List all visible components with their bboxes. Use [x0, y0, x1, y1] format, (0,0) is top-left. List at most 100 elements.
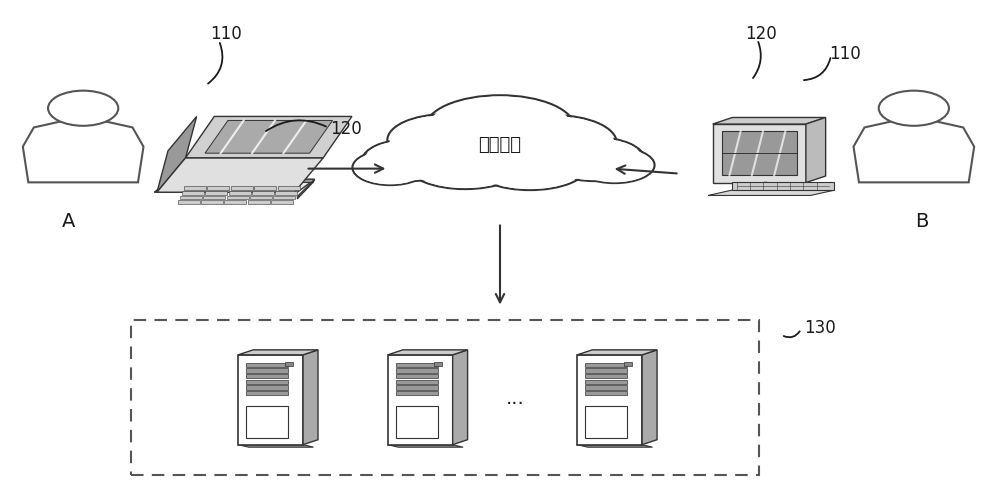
Polygon shape: [577, 350, 657, 355]
Text: A: A: [62, 211, 75, 230]
Bar: [205, 191, 227, 195]
Polygon shape: [577, 445, 653, 447]
Circle shape: [879, 92, 949, 127]
Bar: [246, 369, 288, 373]
Bar: [250, 196, 272, 200]
Bar: [396, 369, 438, 373]
Bar: [434, 362, 442, 366]
Ellipse shape: [390, 116, 501, 166]
Ellipse shape: [428, 97, 572, 159]
Bar: [246, 363, 288, 367]
Polygon shape: [157, 158, 323, 193]
Text: ...: ...: [506, 388, 524, 407]
Polygon shape: [388, 350, 468, 355]
Polygon shape: [732, 182, 834, 191]
Polygon shape: [170, 180, 315, 183]
Polygon shape: [722, 132, 797, 176]
Bar: [246, 374, 288, 379]
Bar: [180, 196, 202, 200]
Bar: [396, 391, 438, 395]
Circle shape: [48, 92, 118, 127]
Text: 130: 130: [804, 319, 836, 337]
Bar: [246, 391, 288, 395]
Bar: [396, 363, 438, 367]
Polygon shape: [303, 350, 318, 445]
Polygon shape: [154, 180, 315, 193]
Polygon shape: [642, 350, 657, 445]
Bar: [231, 187, 253, 191]
Bar: [396, 374, 438, 379]
Polygon shape: [157, 117, 197, 193]
Ellipse shape: [410, 143, 521, 189]
Bar: [396, 386, 438, 390]
Ellipse shape: [425, 96, 575, 161]
Polygon shape: [297, 180, 315, 199]
Polygon shape: [388, 355, 453, 445]
Polygon shape: [708, 191, 834, 196]
Polygon shape: [238, 445, 314, 447]
Bar: [254, 187, 276, 191]
Bar: [201, 201, 223, 205]
Text: 110: 110: [829, 45, 861, 63]
Bar: [178, 201, 200, 205]
Text: 120: 120: [330, 119, 362, 137]
Bar: [229, 191, 251, 195]
Polygon shape: [577, 355, 642, 445]
Ellipse shape: [547, 139, 643, 181]
Bar: [585, 406, 627, 438]
Bar: [227, 196, 249, 200]
Text: 110: 110: [210, 25, 242, 43]
Polygon shape: [186, 117, 352, 158]
Bar: [396, 406, 438, 438]
Ellipse shape: [407, 142, 523, 190]
Bar: [271, 201, 293, 205]
Text: 通信网络: 通信网络: [479, 136, 522, 154]
Ellipse shape: [354, 151, 427, 185]
Bar: [275, 191, 297, 195]
Bar: [252, 191, 274, 195]
Polygon shape: [388, 445, 463, 447]
FancyBboxPatch shape: [131, 320, 759, 475]
Ellipse shape: [735, 188, 796, 193]
Ellipse shape: [472, 143, 588, 191]
Polygon shape: [854, 117, 974, 183]
Ellipse shape: [493, 116, 617, 171]
Bar: [585, 386, 627, 390]
Text: 120: 120: [745, 25, 777, 43]
Ellipse shape: [364, 141, 456, 181]
Bar: [182, 191, 204, 195]
Ellipse shape: [474, 144, 585, 190]
Polygon shape: [205, 121, 333, 154]
Bar: [396, 380, 438, 384]
Bar: [207, 187, 229, 191]
Ellipse shape: [576, 149, 653, 183]
Bar: [246, 386, 288, 390]
Bar: [248, 201, 270, 205]
Bar: [585, 363, 627, 367]
Bar: [246, 406, 288, 438]
Polygon shape: [23, 117, 143, 183]
Bar: [585, 380, 627, 384]
Polygon shape: [713, 118, 826, 125]
Bar: [278, 187, 300, 191]
Bar: [246, 380, 288, 384]
Ellipse shape: [387, 115, 503, 167]
Ellipse shape: [352, 151, 428, 186]
Bar: [285, 362, 293, 366]
Ellipse shape: [545, 138, 645, 182]
Text: B: B: [915, 211, 929, 230]
Ellipse shape: [575, 148, 655, 184]
Polygon shape: [453, 350, 468, 445]
Ellipse shape: [495, 117, 614, 170]
Bar: [585, 374, 627, 379]
Bar: [224, 201, 246, 205]
Bar: [203, 196, 225, 200]
Bar: [273, 196, 295, 200]
Bar: [184, 187, 206, 191]
Bar: [624, 362, 632, 366]
Polygon shape: [238, 350, 318, 355]
Ellipse shape: [362, 140, 458, 182]
Bar: [585, 391, 627, 395]
Polygon shape: [238, 355, 303, 445]
Bar: [585, 369, 627, 373]
